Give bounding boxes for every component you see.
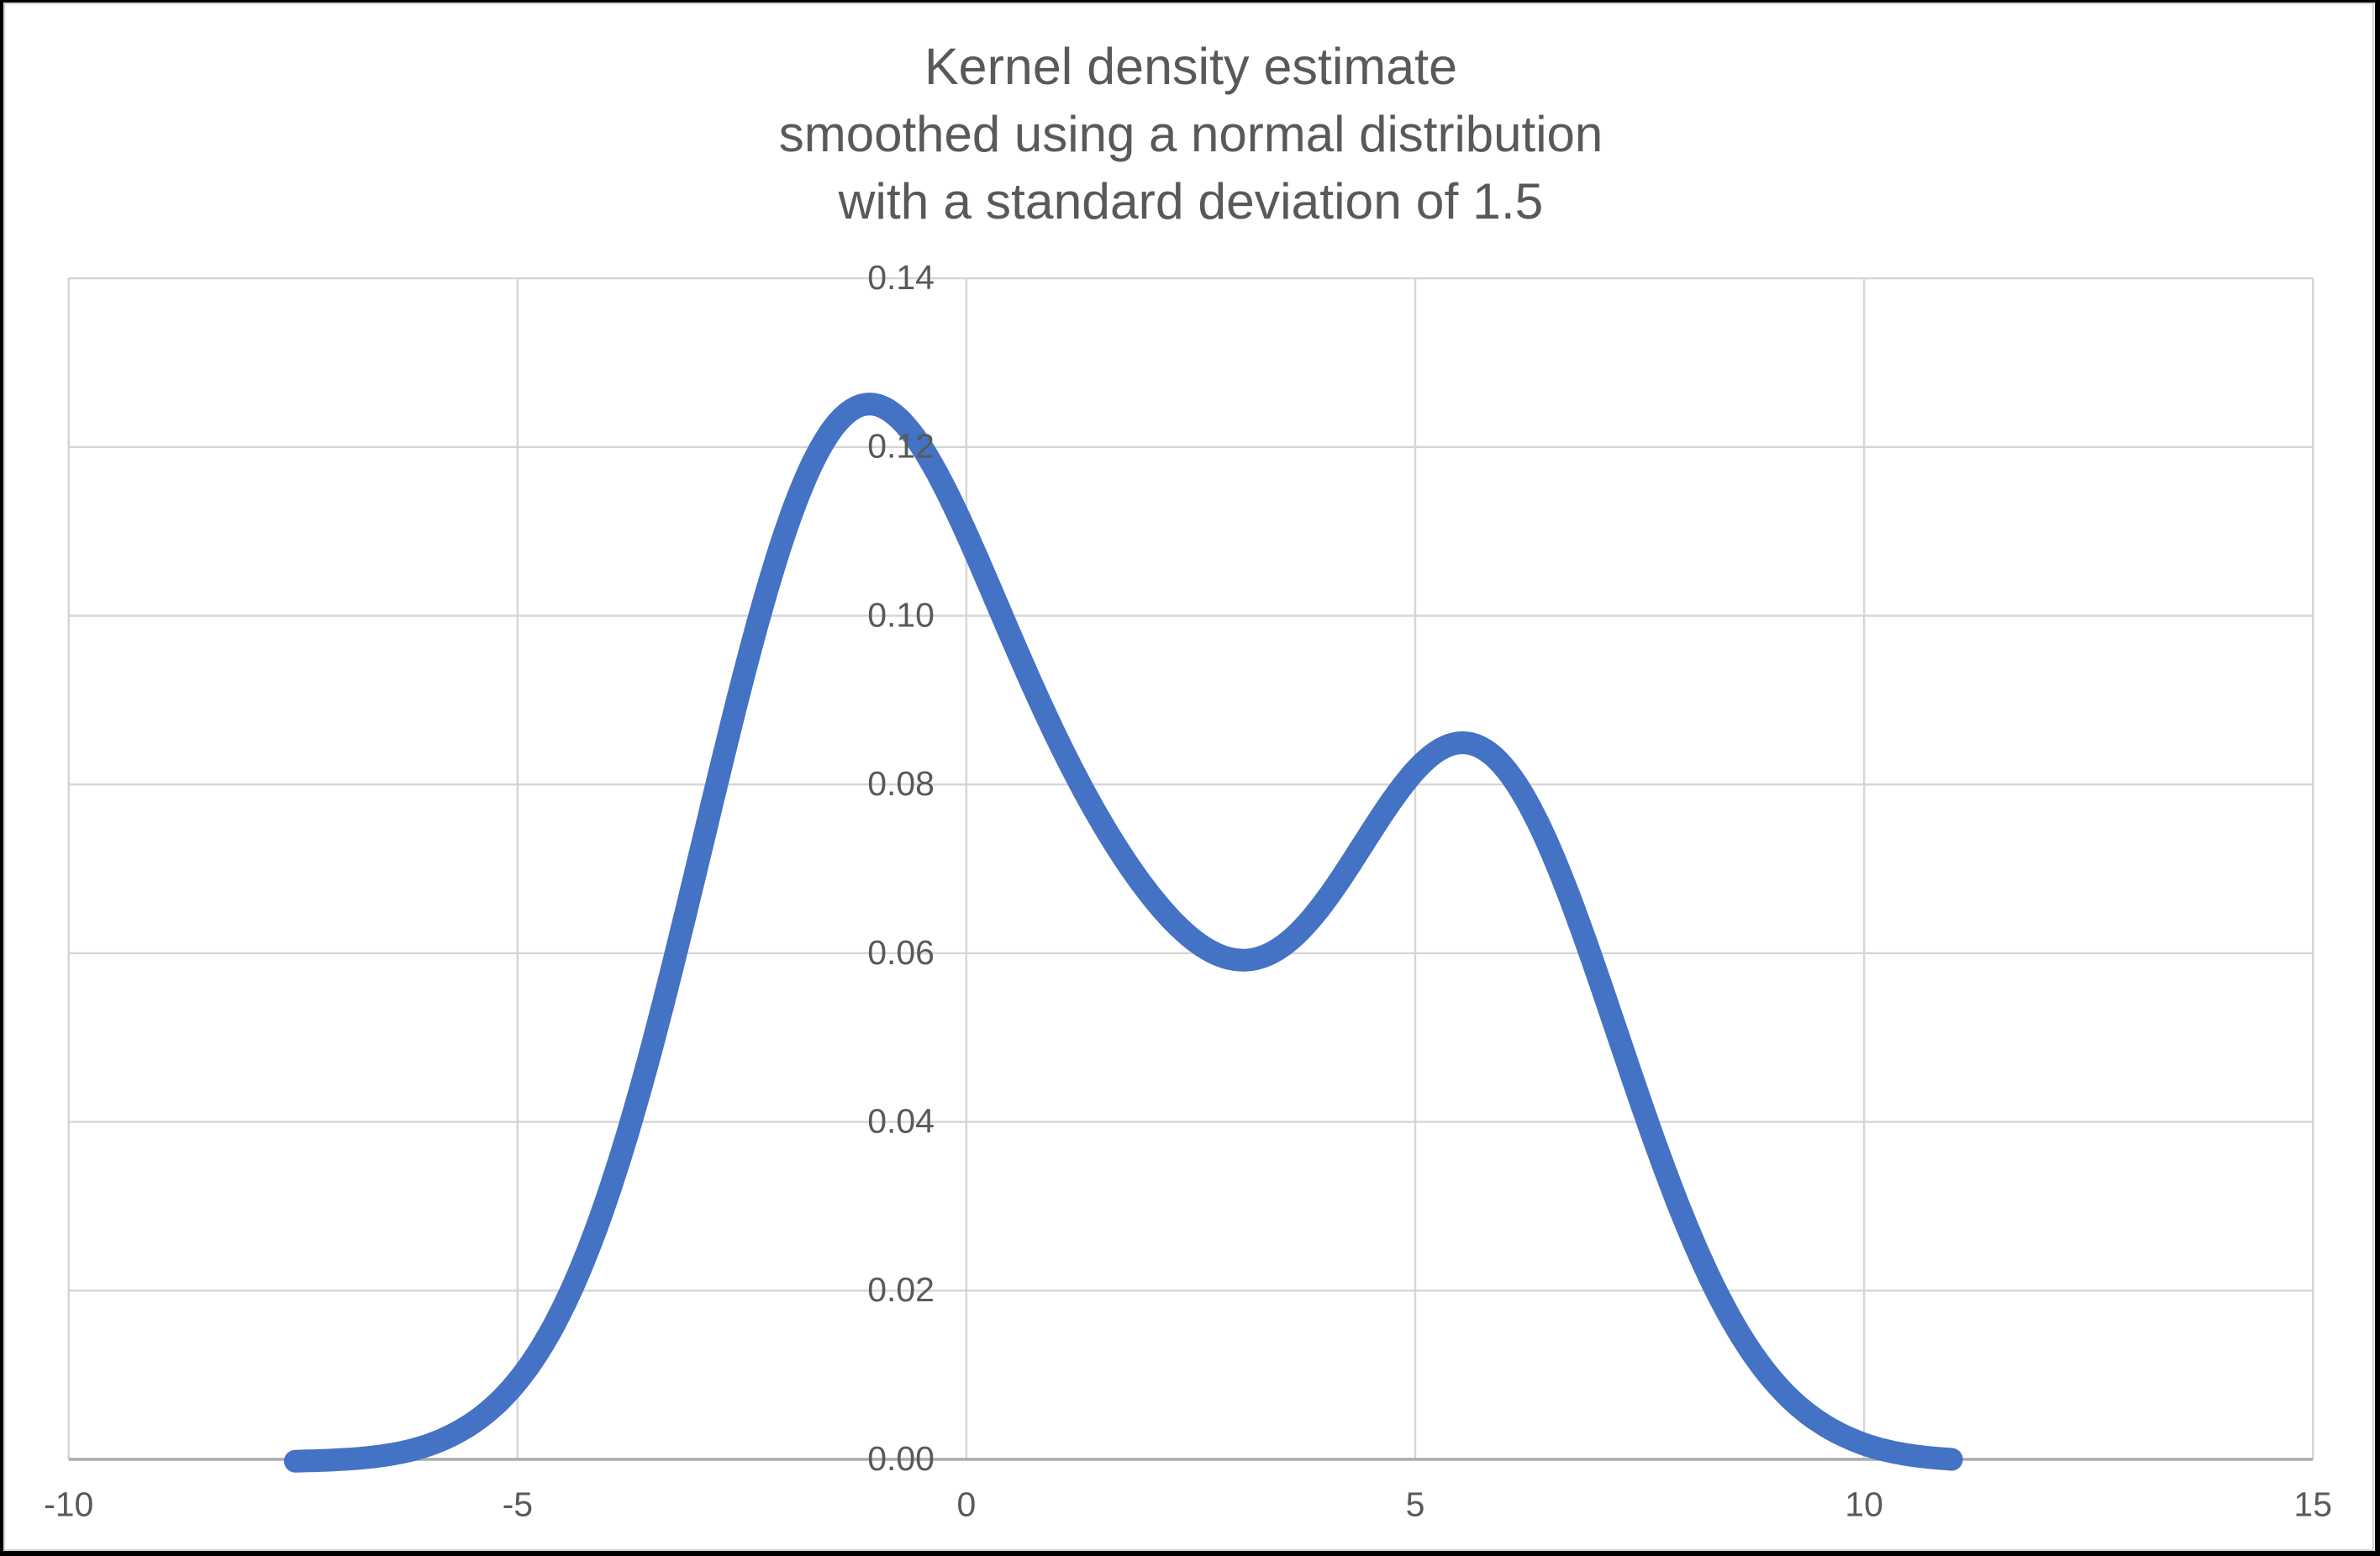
- svg-text:15: 15: [2293, 1485, 2332, 1523]
- svg-text:0.14: 0.14: [867, 258, 935, 297]
- svg-text:0.04: 0.04: [867, 1102, 935, 1141]
- svg-text:0.12: 0.12: [867, 427, 935, 466]
- svg-text:0.06: 0.06: [867, 933, 935, 972]
- svg-text:0: 0: [956, 1485, 976, 1523]
- svg-text:0.02: 0.02: [867, 1270, 935, 1309]
- svg-text:0.00: 0.00: [867, 1439, 935, 1478]
- svg-text:5: 5: [1406, 1485, 1425, 1523]
- svg-text:-10: -10: [44, 1485, 93, 1523]
- svg-text:-5: -5: [503, 1485, 533, 1523]
- svg-text:smoothed using a normal distri: smoothed using a normal distribution: [779, 106, 1603, 162]
- svg-text:Kernel density estimate: Kernel density estimate: [924, 38, 1457, 95]
- svg-text:10: 10: [1845, 1485, 1883, 1523]
- svg-text:0.08: 0.08: [867, 764, 935, 803]
- svg-text:0.10: 0.10: [867, 595, 935, 634]
- svg-text:with a standard deviation of 1: with a standard deviation of 1.5: [838, 172, 1544, 229]
